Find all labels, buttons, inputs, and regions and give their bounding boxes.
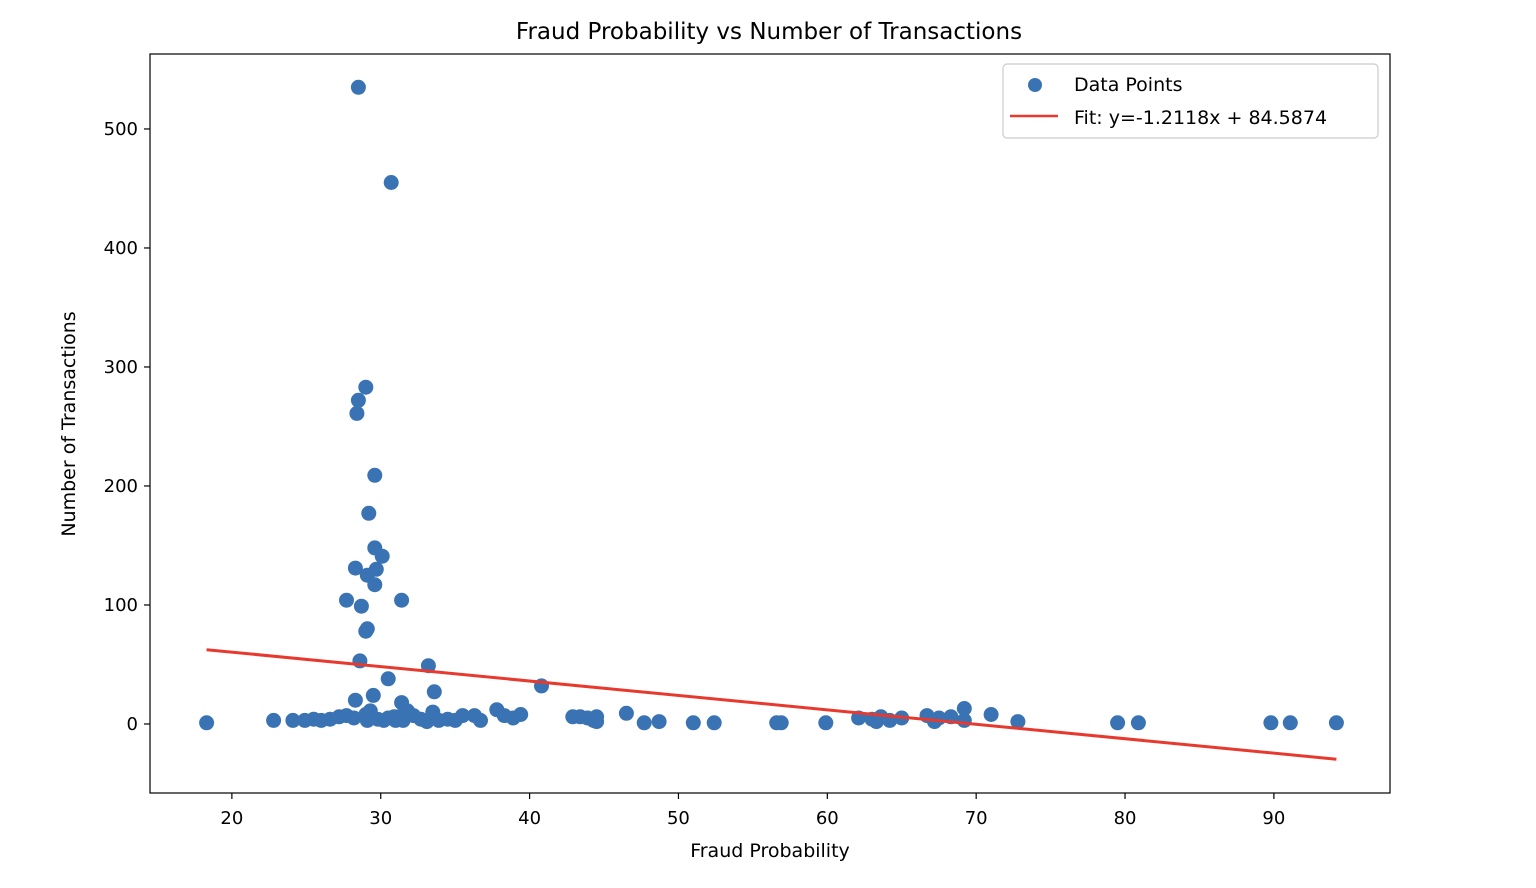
data-point — [365, 687, 381, 703]
data-point — [374, 548, 390, 564]
data-point — [1282, 715, 1298, 731]
data-point — [350, 79, 366, 95]
data-point — [380, 671, 396, 687]
data-point — [589, 714, 605, 730]
data-point — [383, 175, 399, 190]
y-tick-label: 0 — [127, 714, 138, 735]
data-point — [285, 712, 301, 728]
data-point — [361, 505, 377, 521]
data-point — [1010, 714, 1026, 730]
data-point — [339, 592, 354, 608]
x-tick-label: 20 — [220, 808, 243, 829]
y-tick-label: 300 — [104, 357, 138, 378]
chart-title: Fraud Probability vs Number of Transacti… — [516, 19, 1022, 45]
legend-marker-data-points — [1028, 78, 1042, 92]
x-tick-label: 40 — [518, 808, 541, 829]
data-point — [636, 715, 652, 731]
data-point — [199, 715, 215, 731]
y-tick-label: 100 — [104, 595, 138, 616]
y-axis-label: Number of Transactions — [58, 311, 80, 536]
data-point — [358, 623, 374, 639]
plot-marks — [199, 79, 1344, 761]
data-point — [1130, 715, 1146, 731]
y-tick-label: 500 — [104, 119, 138, 140]
legend-label-fit-line: Fit: y=-1.2118x + 84.5874 — [1074, 107, 1327, 129]
data-point — [358, 379, 374, 395]
x-tick-label: 60 — [816, 808, 839, 829]
data-point — [350, 392, 366, 408]
data-point — [773, 715, 789, 731]
data-point — [1263, 715, 1279, 731]
legend: Data Points Fit: y=-1.2118x + 84.5874 — [1002, 63, 1379, 139]
data-point — [473, 712, 488, 728]
data-point — [266, 712, 282, 728]
data-point — [394, 592, 410, 608]
fit-line — [206, 648, 1337, 761]
y-tick-label: 200 — [104, 476, 138, 497]
x-tick-label: 30 — [369, 808, 392, 829]
data-point — [956, 712, 972, 728]
data-point — [651, 714, 667, 730]
plot-area-frame — [149, 53, 1391, 794]
data-point — [818, 715, 834, 731]
data-point — [1328, 715, 1344, 731]
legend-box — [1002, 63, 1379, 139]
data-point — [367, 467, 383, 483]
data-point — [956, 701, 972, 716]
data-point — [353, 598, 369, 614]
data-point — [376, 712, 392, 728]
y-axis-ticks: 0 100 200 300 400 500 — [104, 119, 150, 735]
x-tick-label: 50 — [667, 808, 690, 829]
data-point — [685, 715, 701, 731]
data-point — [1110, 715, 1126, 731]
x-axis-ticks: 20 30 40 50 60 70 80 90 — [220, 793, 1285, 829]
data-point — [618, 705, 634, 721]
x-axis-label: Fraud Probability — [690, 840, 850, 862]
x-tick-label: 90 — [1262, 808, 1285, 829]
x-tick-label: 70 — [965, 808, 988, 829]
data-point — [347, 560, 363, 576]
data-point — [983, 707, 999, 722]
data-point — [367, 577, 383, 593]
data-point — [706, 715, 722, 731]
data-point — [513, 707, 529, 722]
y-tick-label: 400 — [104, 238, 138, 259]
data-point — [349, 405, 365, 421]
data-point — [455, 708, 471, 724]
x-tick-label: 80 — [1114, 808, 1137, 829]
legend-label-data-points: Data Points — [1074, 74, 1182, 96]
data-point — [347, 692, 363, 708]
data-point — [426, 684, 442, 700]
data-point — [346, 710, 362, 726]
